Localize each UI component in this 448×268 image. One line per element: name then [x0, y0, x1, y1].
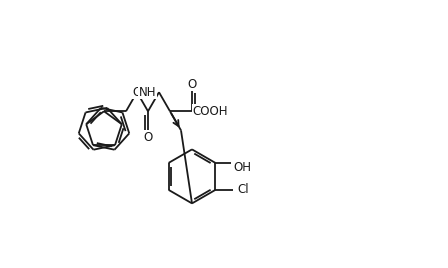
Text: NH: NH — [138, 86, 156, 99]
Text: OH: OH — [234, 161, 252, 174]
Text: Cl: Cl — [237, 183, 249, 196]
Text: COOH: COOH — [192, 105, 228, 118]
Text: O: O — [143, 131, 153, 144]
Text: O: O — [132, 86, 142, 99]
Text: O: O — [187, 78, 197, 91]
